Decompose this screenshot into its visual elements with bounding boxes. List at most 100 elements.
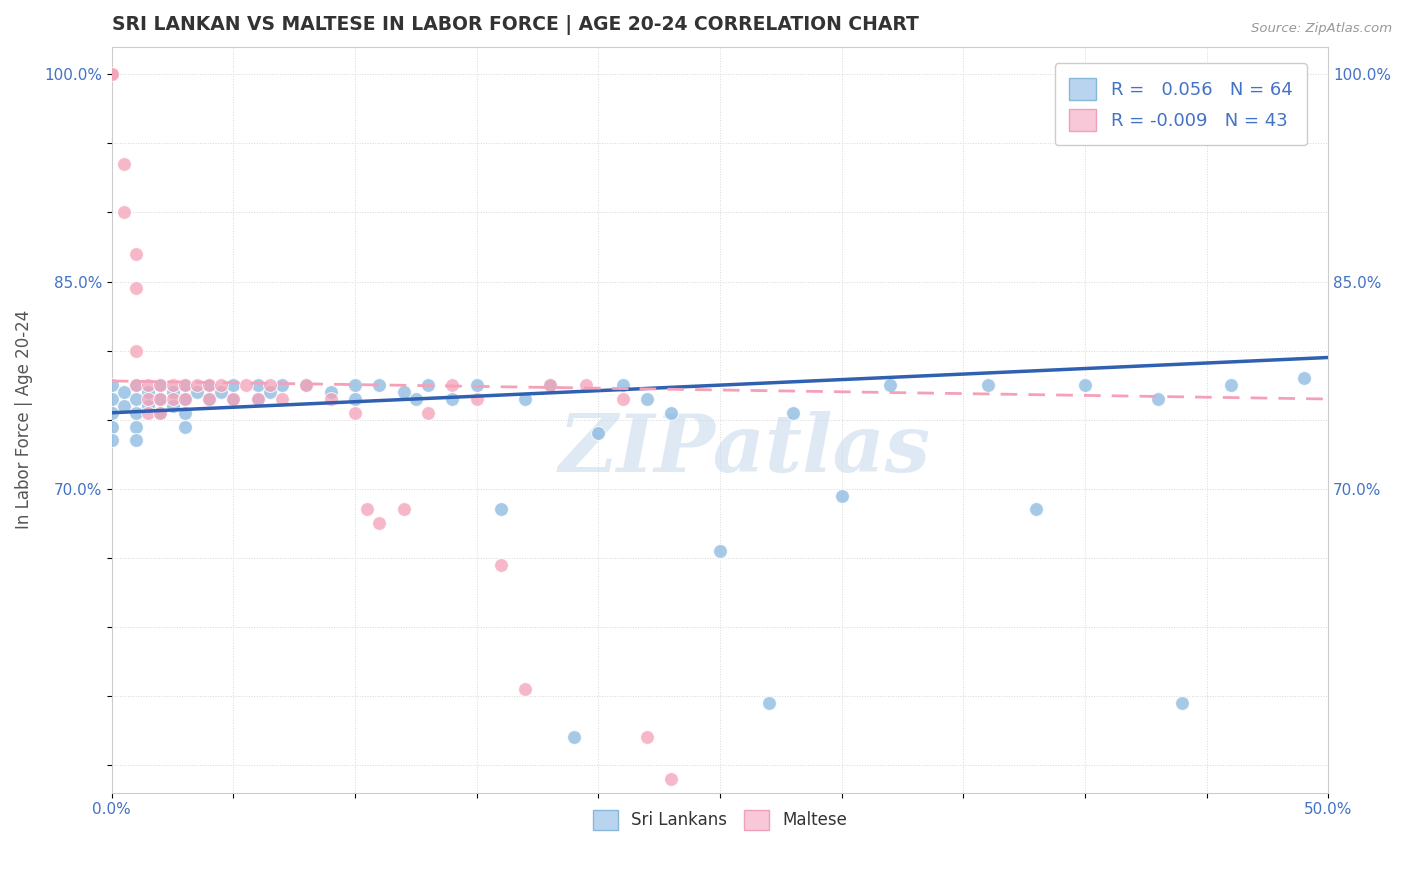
Point: [198, 392, 221, 406]
Point: [246, 378, 269, 392]
Point: [173, 392, 195, 406]
Point: [271, 378, 294, 392]
Point: [538, 378, 561, 392]
Point: [112, 384, 135, 399]
Point: [515, 681, 537, 696]
Legend: Sri Lankans, Maltese: Sri Lankans, Maltese: [586, 803, 853, 837]
Point: [198, 378, 221, 392]
Point: [319, 384, 342, 399]
Text: Source: ZipAtlas.com: Source: ZipAtlas.com: [1251, 22, 1392, 36]
Point: [101, 378, 124, 392]
Point: [441, 378, 464, 392]
Point: [1171, 696, 1194, 710]
Point: [136, 378, 159, 392]
Point: [173, 419, 195, 434]
Point: [198, 378, 221, 392]
Point: [271, 392, 294, 406]
Point: [162, 399, 184, 413]
Point: [101, 67, 124, 81]
Point: [612, 378, 634, 392]
Point: [101, 67, 124, 81]
Point: [465, 392, 488, 406]
Point: [125, 343, 148, 358]
Point: [173, 378, 195, 392]
Point: [125, 378, 148, 392]
Point: [125, 247, 148, 261]
Point: [125, 392, 148, 406]
Point: [125, 281, 148, 295]
Point: [173, 378, 195, 392]
Point: [162, 392, 184, 406]
Point: [149, 378, 172, 392]
Point: [976, 378, 998, 392]
Point: [246, 392, 269, 406]
Point: [259, 378, 281, 392]
Point: [659, 772, 682, 786]
Point: [186, 384, 208, 399]
Point: [136, 384, 159, 399]
Point: [149, 378, 172, 392]
Point: [489, 558, 512, 572]
Point: [441, 392, 464, 406]
Point: [173, 392, 195, 406]
Point: [416, 378, 439, 392]
Point: [149, 392, 172, 406]
Point: [125, 378, 148, 392]
Point: [1147, 392, 1170, 406]
Y-axis label: In Labor Force | Age 20-24: In Labor Force | Age 20-24: [15, 310, 32, 529]
Point: [295, 378, 318, 392]
Point: [136, 399, 159, 413]
Point: [392, 502, 415, 516]
Point: [136, 406, 159, 420]
Point: [235, 378, 257, 392]
Point: [1074, 378, 1097, 392]
Point: [575, 378, 598, 392]
Point: [209, 378, 232, 392]
Point: [149, 392, 172, 406]
Point: [1025, 502, 1047, 516]
Point: [149, 406, 172, 420]
Point: [636, 731, 658, 745]
Point: [112, 157, 135, 171]
Point: [101, 419, 124, 434]
Point: [112, 205, 135, 219]
Point: [879, 378, 901, 392]
Point: [1268, 81, 1291, 95]
Point: [368, 516, 391, 531]
Point: [612, 392, 634, 406]
Point: [198, 392, 221, 406]
Point: [125, 406, 148, 420]
Point: [465, 378, 488, 392]
Point: [709, 544, 731, 558]
Point: [636, 392, 658, 406]
Point: [101, 392, 124, 406]
Point: [209, 384, 232, 399]
Text: ZIPatlas: ZIPatlas: [558, 410, 931, 488]
Point: [588, 426, 610, 441]
Point: [344, 406, 367, 420]
Point: [222, 392, 245, 406]
Point: [112, 399, 135, 413]
Point: [295, 378, 318, 392]
Point: [136, 392, 159, 406]
Point: [344, 392, 367, 406]
Point: [368, 378, 391, 392]
Point: [1292, 371, 1315, 385]
Point: [222, 378, 245, 392]
Point: [246, 392, 269, 406]
Point: [101, 406, 124, 420]
Point: [259, 384, 281, 399]
Point: [515, 392, 537, 406]
Point: [344, 378, 367, 392]
Point: [1219, 378, 1241, 392]
Point: [149, 406, 172, 420]
Point: [125, 434, 148, 448]
Point: [392, 384, 415, 399]
Point: [356, 502, 378, 516]
Point: [162, 378, 184, 392]
Point: [782, 406, 804, 420]
Point: [186, 378, 208, 392]
Point: [222, 392, 245, 406]
Point: [101, 434, 124, 448]
Text: SRI LANKAN VS MALTESE IN LABOR FORCE | AGE 20-24 CORRELATION CHART: SRI LANKAN VS MALTESE IN LABOR FORCE | A…: [112, 15, 918, 35]
